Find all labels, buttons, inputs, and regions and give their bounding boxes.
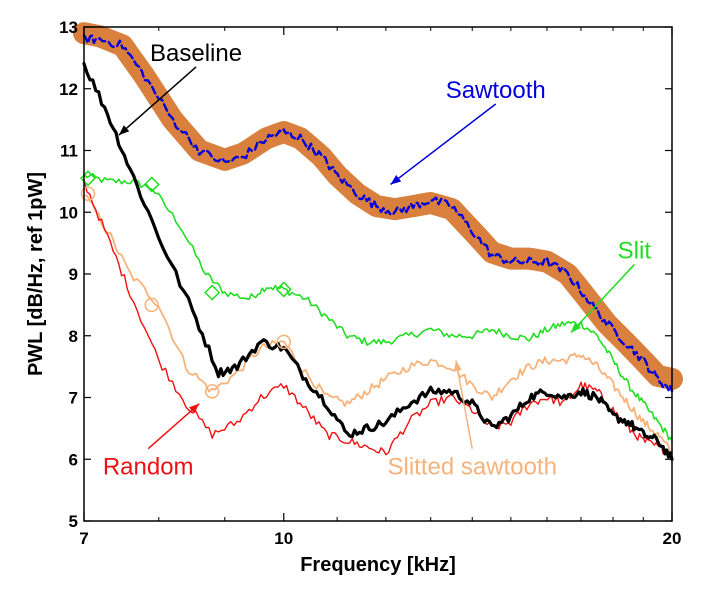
annotation-label-slitted-sawtooth: Slitted sawtooth — [388, 454, 557, 481]
tick-layer: 5 6 7 8 9 10 11 12 13 7 10 20 — [59, 18, 681, 548]
x-tick-label-20: 20 — [663, 529, 682, 548]
y-tick-label-5: 5 — [69, 512, 78, 531]
y-tick-label-9: 9 — [69, 265, 78, 284]
series-line-slitted-sawtooth — [83, 194, 673, 455]
y-tick-label-12: 12 — [59, 80, 78, 99]
marker-slit-3 — [204, 284, 221, 301]
x-axis-title: Frequency [kHz] — [300, 554, 456, 576]
annotation-layer: Baseline Sawtooth Slit Random Slitted sawtoo… — [103, 40, 652, 481]
annotation-label-baseline: Baseline — [150, 40, 242, 67]
y-tick-label-8: 8 — [69, 327, 78, 346]
y-tick-label-6: 6 — [69, 450, 78, 469]
annotation-arrow-slit — [570, 264, 635, 334]
marker-slitted-sawtooth-3 — [204, 384, 220, 399]
annotation-arrow-random — [147, 403, 200, 450]
annotation-arrowhead-random — [188, 403, 200, 414]
annotation-arrowhead-baseline — [118, 125, 130, 136]
annotation-arrow-baseline — [118, 66, 197, 136]
annotation-arrowhead-slitted-sawtooth — [453, 360, 462, 372]
series-layer — [73, 22, 683, 461]
annotation-arrowhead-slit — [571, 322, 581, 333]
y-tick-label-13: 13 — [59, 18, 78, 37]
annotation-label-slit: Slit — [618, 238, 652, 265]
marker-slitted-sawtooth-4 — [276, 334, 292, 350]
annotation-arrowhead-sawtooth — [390, 175, 402, 185]
marker-slitted-sawtooth-2 — [144, 297, 159, 313]
y-axis-title: PWL [dB/Hz, ref 1pW] — [25, 172, 47, 376]
marker-slit-2 — [143, 176, 160, 193]
x-tick-label-10: 10 — [274, 529, 293, 548]
y-tick-label-10: 10 — [59, 203, 78, 222]
x-tick-label-7: 7 — [79, 529, 88, 548]
series-line-random — [83, 178, 673, 457]
series-line-baseline — [82, 62, 674, 461]
annotation-arrow-sawtooth — [390, 103, 497, 186]
series-line-sawtooth — [82, 34, 674, 393]
annotation-label-random: Random — [103, 454, 194, 481]
marker-layer — [79, 170, 292, 399]
marker-slitted-sawtooth-1 — [80, 186, 96, 201]
y-tick-label-11: 11 — [60, 142, 78, 161]
annotation-arrow-slitted-sawtooth — [455, 360, 473, 449]
y-tick-label-7: 7 — [69, 389, 78, 408]
annotation-label-sawtooth: Sawtooth — [446, 77, 546, 104]
series-line-slit — [83, 173, 673, 442]
marker-slit-4 — [275, 281, 292, 298]
